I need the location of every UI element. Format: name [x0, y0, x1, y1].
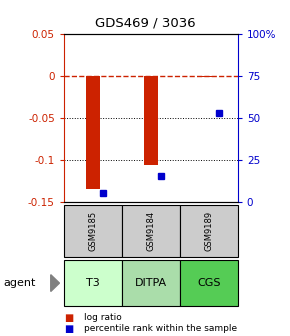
Text: GSM9185: GSM9185 — [88, 211, 97, 251]
Text: log ratio: log ratio — [84, 313, 122, 322]
Text: ■: ■ — [64, 312, 73, 323]
Text: T3: T3 — [86, 278, 100, 288]
Text: percentile rank within the sample: percentile rank within the sample — [84, 324, 237, 333]
Bar — [86, 76, 100, 189]
Text: DITPA: DITPA — [135, 278, 167, 288]
Bar — [144, 76, 158, 165]
Text: ■: ■ — [64, 324, 73, 334]
Text: GSM9189: GSM9189 — [204, 211, 213, 251]
Text: GSM9184: GSM9184 — [146, 211, 155, 251]
Bar — [202, 76, 216, 77]
Text: CGS: CGS — [197, 278, 221, 288]
Text: agent: agent — [3, 278, 35, 288]
Text: GDS469 / 3036: GDS469 / 3036 — [95, 16, 195, 29]
